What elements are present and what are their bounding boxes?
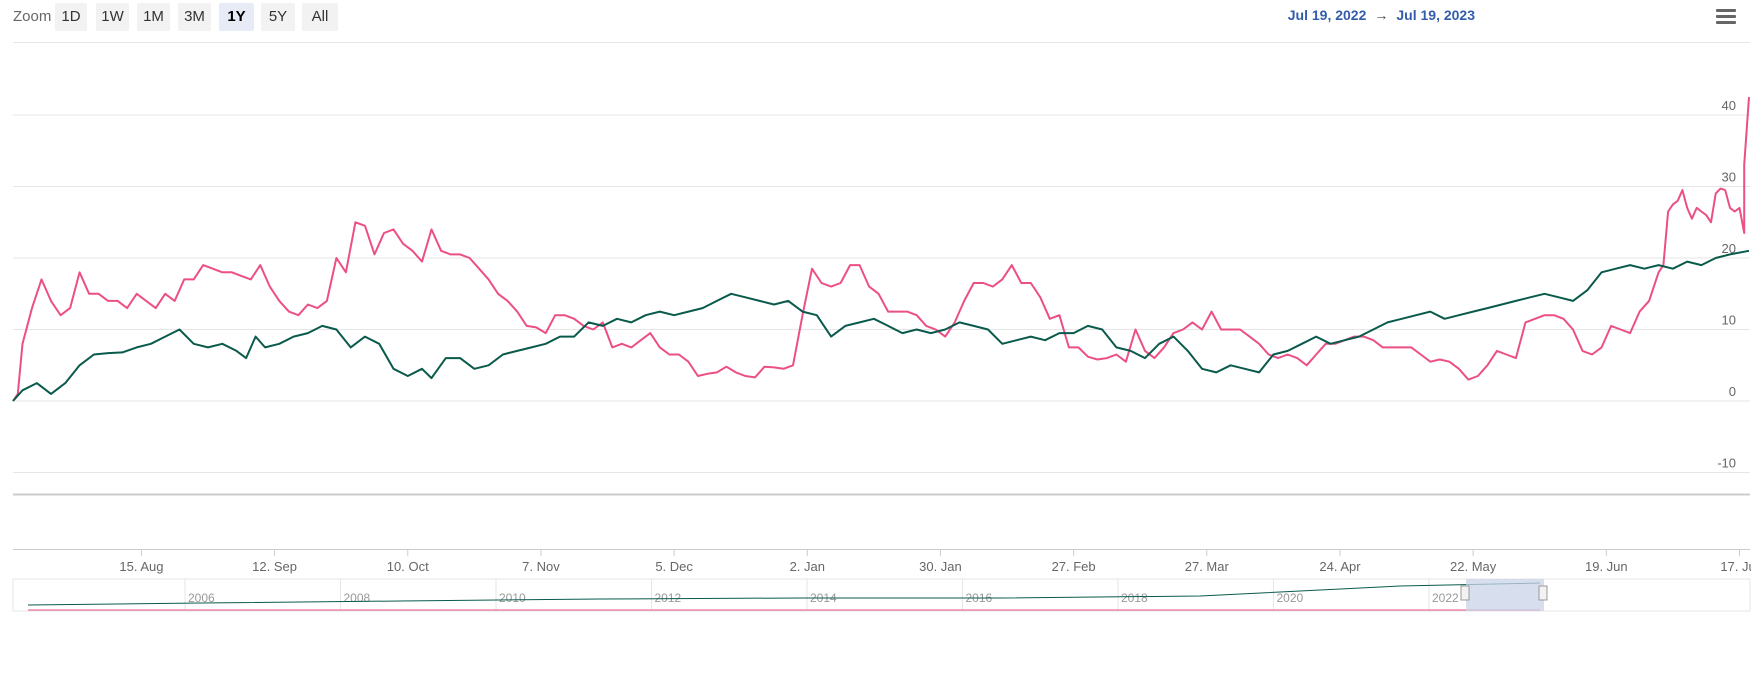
range-arrow-icon: →	[1374, 7, 1389, 23]
grid	[13, 42, 1750, 550]
x-tick-label: 12. Sep	[252, 559, 297, 574]
navigator-right-handle	[1538, 585, 1548, 601]
series-line-1	[12, 97, 1750, 402]
y-tick-label: 30	[1722, 170, 1736, 185]
x-axis: 15. Aug 12. Sep 10. Oct 7. Nov 5. Dec 2. Jan 3…	[119, 550, 1751, 574]
navigator-label: 2022	[1432, 591, 1459, 605]
x-tick-label: 30. Jan	[919, 559, 962, 574]
hamburger-menu-icon[interactable]	[1716, 9, 1736, 25]
y-tick-label: 0	[1729, 384, 1736, 399]
range-to-date[interactable]: Jul 19, 2023	[1396, 7, 1475, 23]
x-tick-label: 7. Nov	[522, 559, 560, 574]
x-tick-label: 24. Apr	[1319, 559, 1361, 574]
zoom-all-button[interactable]: All	[302, 3, 338, 31]
navigator-label: 2010	[499, 591, 526, 605]
x-tick-label: 10. Oct	[387, 559, 429, 574]
zoom-5y-button[interactable]: 5Y	[261, 3, 295, 31]
zoom-1y-button[interactable]: 1Y	[219, 3, 254, 31]
x-tick-label: 2. Jan	[790, 559, 825, 574]
navigator-label: 2018	[1121, 591, 1148, 605]
y-tick-label: 10	[1722, 313, 1736, 328]
navigator-label: 2008	[344, 591, 371, 605]
zoom-1m-button[interactable]: 1M	[137, 3, 170, 31]
navigator-selection	[1466, 579, 1544, 611]
date-range: Jul 19, 2022 → Jul 19, 2023	[1288, 7, 1475, 23]
zoom-3m-button[interactable]: 3M	[178, 3, 211, 31]
x-tick-label: 19. Jun	[1585, 559, 1628, 574]
zoom-1d-button[interactable]: 1D	[55, 3, 87, 31]
zoom-1w-button[interactable]: 1W	[96, 3, 129, 31]
y-tick-label: 40	[1722, 98, 1736, 113]
navigator-label: 2006	[188, 591, 215, 605]
x-tick-label: 22. May	[1450, 559, 1497, 574]
y-tick-label: -10	[1717, 456, 1736, 471]
navigator[interactable]: 2006 2008 2010 2012 2014 2016 2018 2020 2022	[12, 578, 1751, 612]
chart-series	[12, 97, 1750, 402]
y-axis: -10 0 10 20 30 40	[1717, 98, 1736, 471]
x-tick-label: 17. Jul	[1720, 559, 1751, 574]
navigator-label: 2020	[1277, 591, 1304, 605]
y-tick-label: 20	[1722, 241, 1736, 256]
range-from-date[interactable]: Jul 19, 2022	[1287, 7, 1367, 23]
chart-toolbar: Zoom 1D 1W 1M 3M 1Y 5Y All Jul 19, 2022 →…	[0, 0, 1751, 40]
zoom-label: Zoom	[13, 8, 52, 25]
navigator-series-2	[27, 582, 1541, 606]
x-tick-label: 5. Dec	[655, 559, 693, 574]
navigator-left-handle	[1460, 585, 1470, 601]
series-line-2	[12, 249, 1750, 402]
navigator-label: 2012	[655, 591, 682, 605]
x-tick-label: 15. Aug	[119, 559, 163, 574]
x-tick-label: 27. Feb	[1052, 559, 1096, 574]
x-tick-label: 27. Mar	[1185, 559, 1230, 574]
